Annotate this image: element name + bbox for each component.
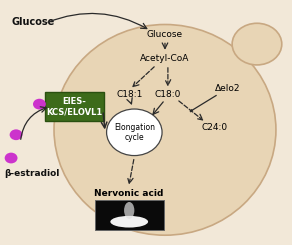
Text: Nervonic acid: Nervonic acid bbox=[94, 189, 163, 198]
Circle shape bbox=[5, 153, 18, 163]
Text: β-estradiol: β-estradiol bbox=[4, 170, 60, 178]
Text: Acetyl-CoA: Acetyl-CoA bbox=[140, 54, 190, 63]
Text: C24:0: C24:0 bbox=[201, 123, 228, 132]
Circle shape bbox=[107, 109, 162, 156]
Ellipse shape bbox=[110, 216, 148, 228]
Circle shape bbox=[10, 129, 22, 140]
Text: EIES-
KCS/ELOVL1: EIES- KCS/ELOVL1 bbox=[46, 97, 102, 117]
Text: Glucose: Glucose bbox=[12, 17, 55, 27]
Text: Δelo2: Δelo2 bbox=[215, 84, 241, 93]
FancyBboxPatch shape bbox=[95, 200, 164, 230]
FancyBboxPatch shape bbox=[45, 92, 104, 122]
Text: Glucose: Glucose bbox=[147, 30, 183, 39]
Circle shape bbox=[33, 99, 46, 110]
Ellipse shape bbox=[124, 202, 134, 219]
Text: Elongation
cycle: Elongation cycle bbox=[114, 122, 155, 142]
Text: C18:1: C18:1 bbox=[117, 90, 143, 99]
Circle shape bbox=[232, 23, 282, 65]
Text: C18:0: C18:0 bbox=[155, 90, 181, 99]
Ellipse shape bbox=[54, 24, 276, 235]
